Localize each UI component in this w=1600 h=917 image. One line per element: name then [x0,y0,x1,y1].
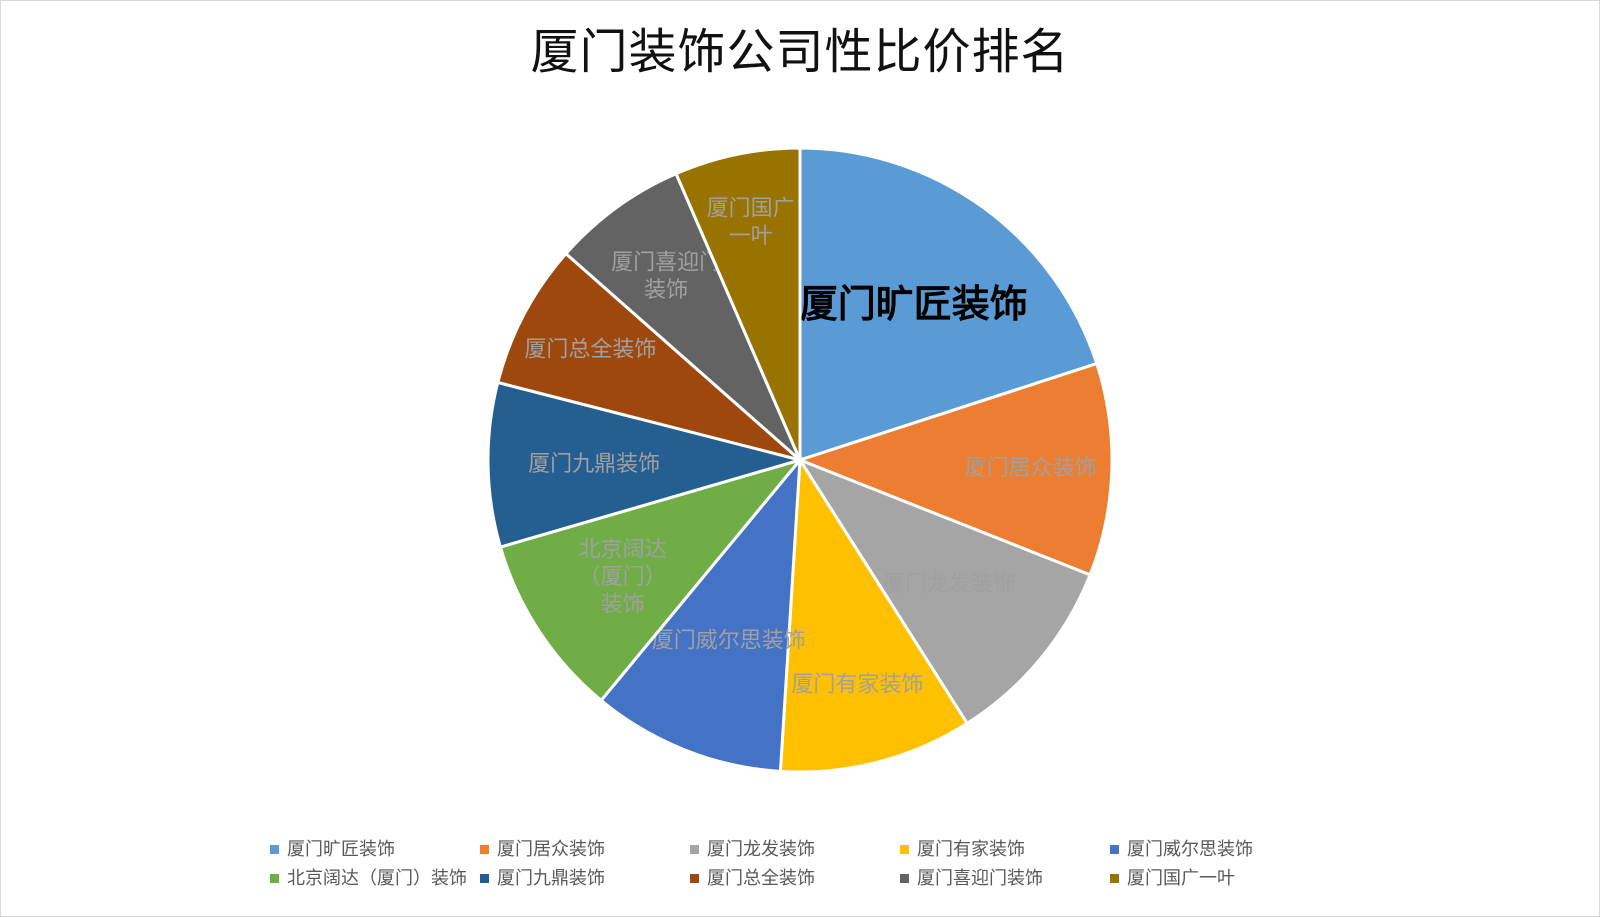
slice-label: 厦门龙发装饰 [883,572,1015,597]
legend-swatch [1110,873,1119,883]
slice-label: 厦门总全装饰 [524,338,656,363]
slice-label: 北京阔达（厦门）装饰 [579,538,667,618]
slice-label: 厦门威尔思装饰 [652,629,806,654]
legend-swatch [1110,844,1119,854]
slice-label: 厦门九鼎装饰 [528,452,660,477]
slice-label: 厦门居众装饰 [965,456,1097,481]
legend-label: 厦门九鼎装饰 [497,868,605,889]
pie-slice [778,455,970,774]
legend-item: 厦门总全装饰 [690,867,815,891]
legend-item: 厦门九鼎装饰 [480,867,605,891]
pie-slice [599,455,802,773]
legend-item: 厦门喜迎门装饰 [900,867,1043,891]
slice-label: 厦门有家装饰 [791,672,923,697]
slice-label: 厦门喜迎门装饰 [611,251,721,304]
legend-swatch [900,873,909,883]
pie-slice [796,456,1093,726]
legend-item: 厦门龙发装饰 [690,838,815,862]
legend-swatch [900,844,909,854]
legend-item: 厦门有家装饰 [900,838,1025,862]
legend-swatch [690,844,699,854]
legend-label: 厦门总全装饰 [707,868,815,889]
legend-label: 厦门国广一叶 [1127,868,1235,889]
legend-swatch [480,844,489,854]
legend-item: 厦门旷匠装饰 [270,838,395,862]
legend-item: 厦门国广一叶 [1110,867,1235,891]
legend-label: 厦门威尔思装饰 [1127,839,1253,860]
legend-swatch [270,873,279,883]
pie-slice [795,361,1114,577]
legend-label: 厦门有家装饰 [917,839,1025,860]
legend-swatch [690,873,699,883]
legend-item: 厦门居众装饰 [480,838,605,862]
legend-item: 北京阔达（厦门）装饰 [270,867,467,891]
pie-slice [495,251,801,462]
legend-label: 厦门龙发装饰 [707,839,815,860]
legend-label: 厦门喜迎门装饰 [917,868,1043,889]
chart-title: 厦门装饰公司性比价排名 [530,24,1070,80]
legend-swatch [480,873,489,883]
legend-label: 北京阔达（厦门）装饰 [287,868,467,889]
pie-slice [798,146,1099,463]
legend-label: 厦门旷匠装饰 [287,839,395,860]
slice-label: 厦门国广一叶 [707,197,795,250]
pie-slice [563,171,802,462]
pie-slice [674,146,802,461]
legend-item: 厦门威尔思装饰 [1110,838,1253,862]
pie-slice [498,457,805,703]
pie-slice [486,380,806,549]
legend-swatch [270,844,279,854]
legend-label: 厦门居众装饰 [497,839,605,860]
slice-label: 厦门旷匠装饰 [800,282,1028,326]
